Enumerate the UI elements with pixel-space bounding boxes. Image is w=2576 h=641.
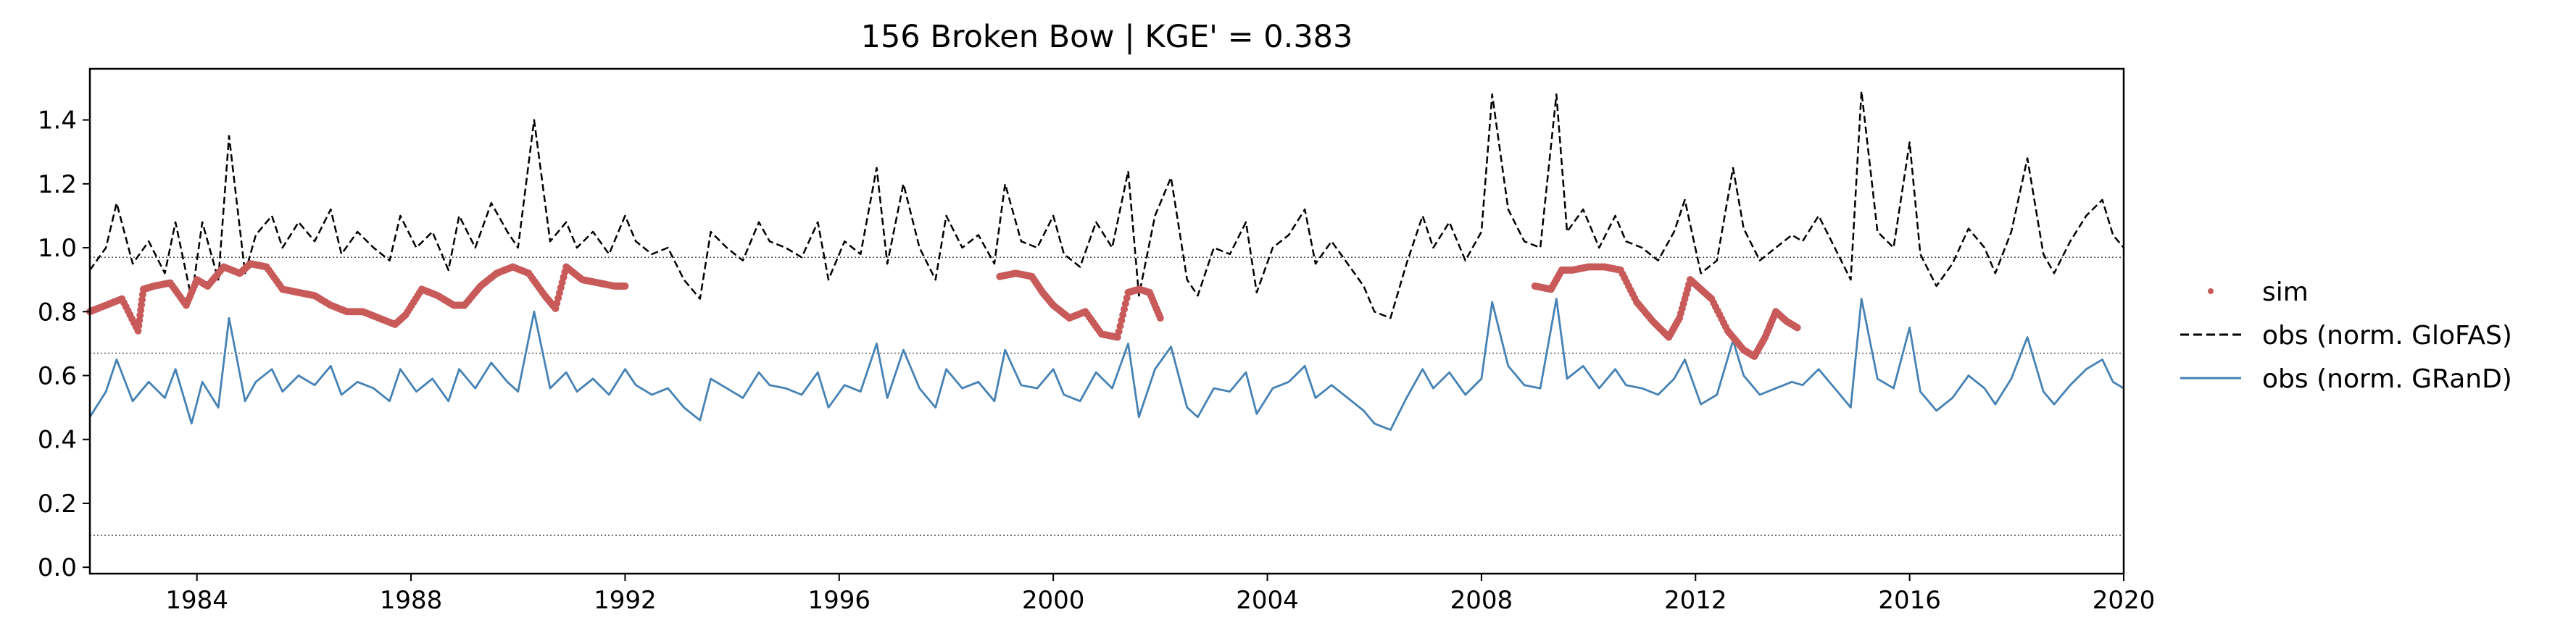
x-tick-label-1996: 1996 xyxy=(808,586,871,615)
legend: sim obs (norm. GloFAS) obs (norm. GRanD) xyxy=(2180,277,2512,394)
sim-point xyxy=(1119,311,1127,319)
y-tick-label-4: 0.8 xyxy=(38,298,77,327)
sim-point xyxy=(1155,311,1163,319)
sim-point xyxy=(1116,322,1124,330)
sim-point xyxy=(1115,327,1123,335)
sim-point xyxy=(620,282,628,290)
sim-point xyxy=(1706,293,1714,301)
x-tick-label-1992: 1992 xyxy=(594,586,657,615)
y-tick-label-5: 1.0 xyxy=(38,234,77,263)
y-tick-label-3: 0.6 xyxy=(38,361,77,390)
sim-point xyxy=(1631,294,1639,302)
series-layer xyxy=(86,90,2124,431)
legend-label-glofas: obs (norm. GloFAS) xyxy=(2262,321,2512,351)
legend-label-grand: obs (norm. GRanD) xyxy=(2262,364,2512,394)
series-glofas-line xyxy=(88,90,2124,319)
sim-point xyxy=(1792,323,1800,331)
legend-label-sim: sim xyxy=(2262,277,2309,307)
x-tick-label-1988: 1988 xyxy=(380,586,443,615)
sim-point xyxy=(1123,294,1131,302)
sim-segment-1 xyxy=(996,269,1164,341)
series-grand-line xyxy=(88,298,2124,431)
x-tick-label-2000: 2000 xyxy=(1022,586,1085,615)
legend-marker-sim xyxy=(2208,288,2214,294)
chart-title: 156 Broken Bow | KGE' = 0.383 xyxy=(861,19,1353,55)
y-tick-label-0: 0.0 xyxy=(38,553,77,582)
x-tick-label-2020: 2020 xyxy=(2093,586,2156,615)
plot-frame xyxy=(88,67,2125,575)
y-axis: 0.0 0.2 0.4 0.6 0.8 1.0 1.2 1.4 xyxy=(38,106,90,582)
x-tick-label-2016: 2016 xyxy=(1878,586,1941,615)
sim-point xyxy=(1721,323,1729,331)
sim-point xyxy=(1674,317,1682,324)
x-tick-label-1984: 1984 xyxy=(165,586,228,615)
x-tick-label-2012: 2012 xyxy=(1664,586,1727,615)
sim-point xyxy=(1120,305,1128,313)
x-tick-label-2004: 2004 xyxy=(1236,586,1299,615)
y-tick-label-1: 0.2 xyxy=(38,490,77,519)
y-tick-label-2: 0.4 xyxy=(38,426,77,455)
sim-point xyxy=(1118,317,1126,324)
y-tick-label-6: 1.2 xyxy=(38,170,77,199)
x-tick-label-2008: 2008 xyxy=(1450,586,1513,615)
sim-point xyxy=(138,290,146,298)
sim-point xyxy=(1111,333,1119,341)
sim-segment-0 xyxy=(86,260,629,335)
sim-point xyxy=(1121,300,1129,308)
sim-point xyxy=(1760,335,1768,343)
sim-segment-2 xyxy=(1531,263,1801,361)
y-tick-label-7: 1.4 xyxy=(38,106,77,135)
x-axis: 1984 1988 1992 1996 2000 2004 2008 2012 2016 2020 xyxy=(165,574,2155,615)
